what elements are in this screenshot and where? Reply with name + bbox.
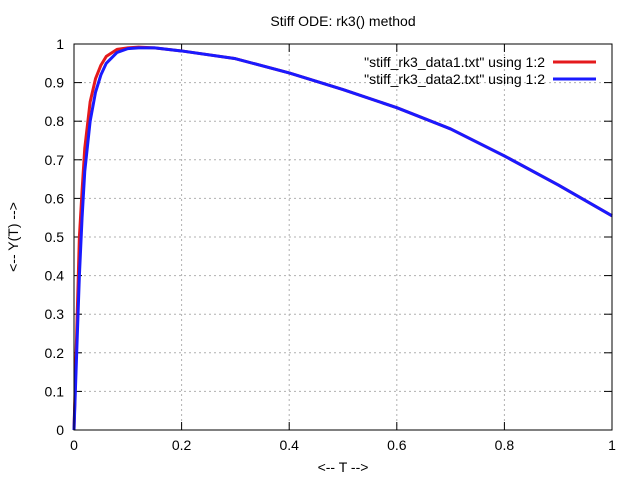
y-tick-label: 0.4 (45, 268, 65, 284)
x-axis-ticks: 0 0.2 0.4 0.6 0.8 1 (70, 44, 616, 453)
chart-title: Stiff ODE: rk3() method (270, 13, 415, 29)
series-line-2 (72, 46, 613, 431)
y-tick-label: 0.6 (45, 190, 65, 206)
y-tick-label: 0.9 (45, 75, 65, 91)
plot-area-border (73, 43, 613, 431)
y-tick-label: 0.3 (45, 306, 65, 322)
y-tick-label: 1 (56, 36, 64, 52)
legend-entry-label: "stiff_rk3_data1.txt" using 1:2 (364, 54, 545, 70)
x-tick-label: 0.4 (279, 437, 299, 453)
y-tick-label: 0.1 (45, 383, 65, 399)
x-axis-label: <-- T --> (318, 459, 369, 475)
x-tick-label: 0.2 (172, 437, 192, 453)
series-line-1 (72, 45, 613, 431)
y-tick-label: 0 (56, 422, 64, 438)
y-axis-label: <-- Y(T) --> (5, 202, 21, 272)
y-tick-label: 0.7 (45, 152, 65, 168)
y-tick-label: 0.2 (45, 345, 65, 361)
y-tick-label: 0.8 (45, 113, 65, 129)
y-tick-label: 0.5 (45, 229, 65, 245)
x-tick-label: 0 (70, 437, 78, 453)
plot-series (72, 45, 613, 431)
x-tick-label: 1 (608, 437, 616, 453)
x-tick-label: 0.6 (387, 437, 407, 453)
legend: "stiff_rk3_data1.txt" using 1:2"stiff_rk… (364, 54, 596, 87)
legend-entry-label: "stiff_rk3_data2.txt" using 1:2 (364, 71, 545, 87)
x-tick-label: 0.8 (495, 437, 515, 453)
gridlines (74, 44, 612, 430)
